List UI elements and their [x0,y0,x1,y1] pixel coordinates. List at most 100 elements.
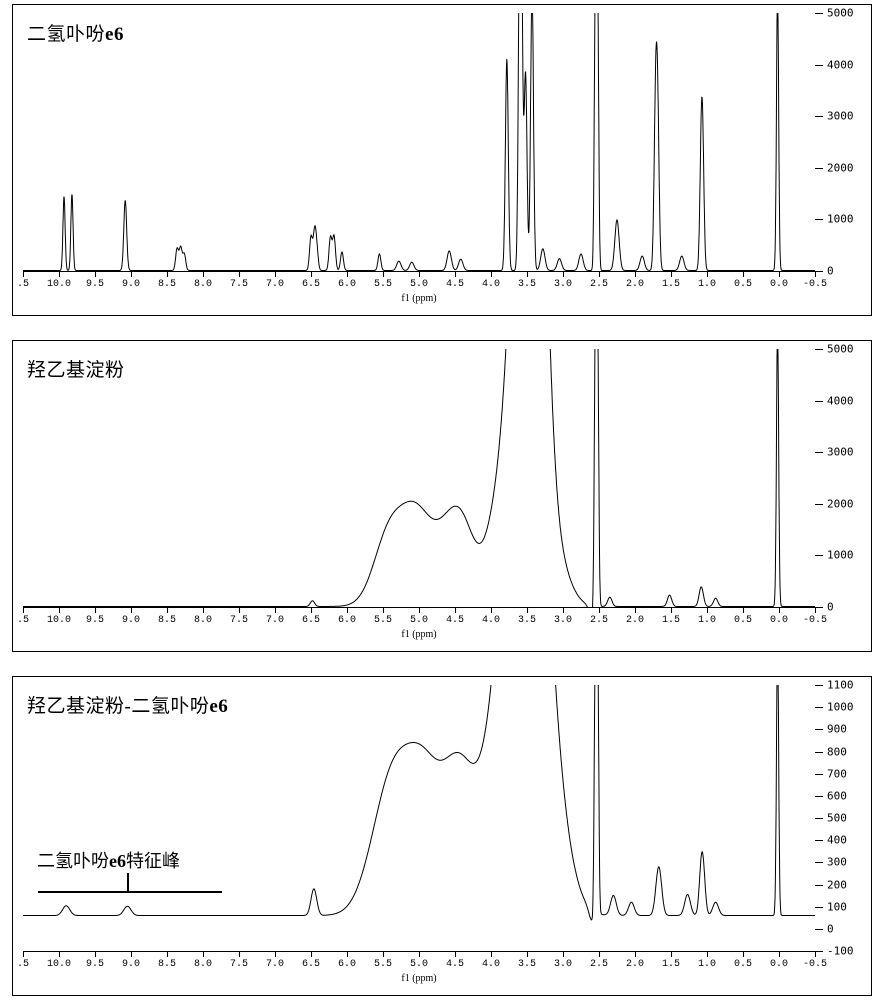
x-tick [491,951,492,957]
y-tick [815,116,823,117]
panel-2-spectrum [23,349,815,607]
x-tick-label: 5.5 [374,279,392,290]
x-tick-label: 7.5 [230,279,248,290]
y-tick-label: 4000 [827,58,854,71]
x-tick [239,607,240,613]
x-tick [131,951,132,957]
y-tick [815,607,823,608]
x-tick-label: 6.5 [302,279,320,290]
x-tick [779,271,780,277]
x-tick [383,951,384,957]
x-tick-label: 5.0 [410,279,428,290]
x-tick-label: 7.0 [266,615,284,626]
x-tick-label: 9.5 [86,615,104,626]
x-tick [59,607,60,613]
x-tick [419,951,420,957]
y-tick-label: 300 [827,856,847,869]
y-tick [815,65,823,66]
x-tick-label: 0.5 [734,615,752,626]
x-tick-label: -0.5 [803,959,827,970]
y-tick-label: 200 [827,878,847,891]
x-tick [455,607,456,613]
panel-3: 羟乙基淀粉-二氢卟吩e6 二氢卟吩e6特征峰 -1000100200300400… [12,676,872,996]
x-tick [275,271,276,277]
y-tick-label: 0 [827,922,834,935]
x-tick-label: 5.0 [410,615,428,626]
x-tick [815,271,816,277]
y-tick [815,452,823,453]
x-tick [635,271,636,277]
panel-3-x-axis: f1 (ppm) .510.09.59.08.58.07.57.06.56.05… [23,951,815,989]
x-tick-label: 0.0 [770,279,788,290]
x-tick [239,951,240,957]
x-tick [23,607,24,613]
y-tick-label: 1100 [827,679,854,692]
x-tick [707,607,708,613]
y-tick-label: 1000 [827,213,854,226]
x-tick [671,271,672,277]
y-tick [815,862,823,863]
x-tick-label: 3.0 [554,959,572,970]
x-tick-label: 5.0 [410,959,428,970]
x-tick-label: 4.0 [482,279,500,290]
x-tick-label: 2.0 [626,959,644,970]
x-tick [599,951,600,957]
x-tick-label: 8.0 [194,615,212,626]
x-tick-label: 7.5 [230,615,248,626]
x-tick [491,271,492,277]
x-tick-label: 3.5 [518,279,536,290]
x-tick [95,951,96,957]
y-tick [815,685,823,686]
x-tick [239,271,240,277]
x-tick-label: 2.0 [626,279,644,290]
panel-3-x-title: f1 (ppm) [401,973,436,984]
x-tick-label: 7.5 [230,959,248,970]
y-tick-label: 0 [827,601,834,614]
x-tick [743,607,744,613]
x-tick [635,951,636,957]
x-tick-label: 6.0 [338,959,356,970]
y-tick [815,555,823,556]
x-tick [23,271,24,277]
y-tick-label: -100 [827,945,854,958]
x-tick [203,951,204,957]
x-tick-label: .5 [17,615,29,626]
x-tick-label: 2.0 [626,615,644,626]
x-tick-label: 6.5 [302,959,320,970]
y-tick [815,349,823,350]
panel-2-y-axis: 010002000300040005000 [815,349,865,607]
x-tick-label: 2.5 [590,959,608,970]
y-tick [815,219,823,220]
x-tick [563,607,564,613]
x-tick-label: 10.0 [47,615,71,626]
x-tick [563,951,564,957]
y-tick [815,929,823,930]
panel-2-plot-area [23,349,815,607]
x-tick-label: 4.5 [446,279,464,290]
x-tick-label: 8.5 [158,959,176,970]
x-tick-label: 1.5 [662,279,680,290]
x-tick [383,607,384,613]
y-tick [815,729,823,730]
panel-2: 羟乙基淀粉 010002000300040005000 f1 (ppm) .51… [12,340,872,652]
x-tick [203,271,204,277]
x-tick-label: 8.0 [194,959,212,970]
y-tick [815,271,823,272]
x-tick-label: 6.0 [338,279,356,290]
x-tick [275,607,276,613]
panel-1: 二氢卟吩e6 010002000300040005000 f1 (ppm) .5… [12,4,872,316]
x-tick-label: 6.0 [338,615,356,626]
y-tick-label: 0 [827,265,834,278]
y-tick [815,840,823,841]
x-tick [311,951,312,957]
y-tick-label: 400 [827,834,847,847]
x-tick [419,271,420,277]
y-tick [815,13,823,14]
x-tick [59,951,60,957]
x-tick-label: 3.5 [518,615,536,626]
x-tick-label: 4.0 [482,615,500,626]
x-tick-label: 3.5 [518,959,536,970]
x-tick-label: 1.5 [662,615,680,626]
x-tick-label: 0.5 [734,959,752,970]
x-tick [707,951,708,957]
